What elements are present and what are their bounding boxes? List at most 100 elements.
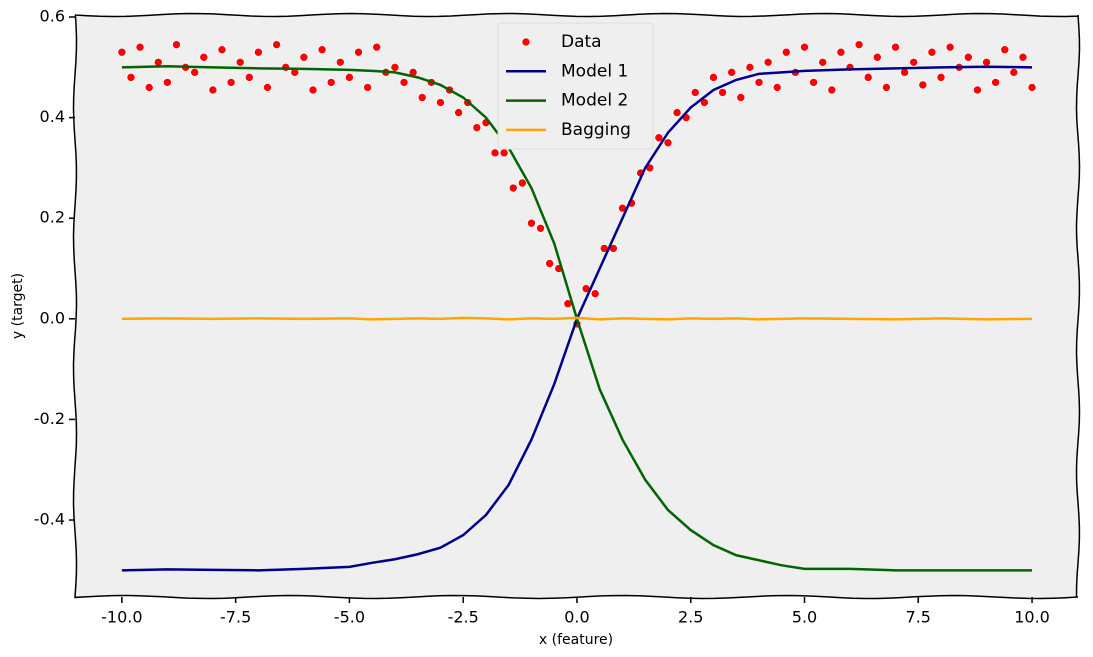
data-point [344,72,355,83]
data-point [1027,82,1037,93]
data-point [726,67,737,78]
data-point [308,85,318,95]
data-point [490,148,500,158]
data-point [390,62,400,73]
legend-label: Data [561,32,602,52]
data-point [199,52,209,62]
line [121,316,1033,321]
data-point [918,80,928,90]
data-point [453,107,464,118]
y-tick-label: 0.6 [40,7,65,26]
data-point [590,288,600,299]
plot-frame [72,12,1081,600]
data-point [881,82,892,93]
x-tick-label: 7.5 [906,608,931,627]
data-point [781,47,791,57]
data-point [909,57,919,67]
data-point [535,223,546,233]
data-point [144,82,154,93]
x-tick-label: 0.0 [564,608,589,627]
data-point [936,72,946,83]
data-point [281,62,291,73]
x-tick-label: -2.5 [448,608,479,627]
data-point [799,42,810,52]
data-point [162,77,173,88]
y-tick-label: -0.2 [34,409,65,428]
data-point [517,178,528,188]
x-tick-label: 2.5 [678,608,703,627]
data-point [1000,45,1010,55]
data-point [1018,52,1028,62]
data-point [362,82,373,93]
data-point [972,85,983,95]
x-tick-label: -10.0 [101,608,142,627]
data-point [736,92,746,103]
data-point [271,39,282,50]
data-point [1009,67,1019,78]
y-tick-label: 0.4 [40,107,65,126]
data-point [808,77,819,88]
data-point [872,52,883,62]
data-point [863,72,873,83]
data-point [472,122,482,133]
legend-box [497,22,654,150]
data-point [135,42,145,52]
data-point [208,85,218,95]
data-point [526,218,537,228]
y-tick-label: 0.2 [40,208,65,227]
data-point [990,77,1001,88]
data-point [126,72,136,83]
data-point [326,77,336,88]
data-point [335,57,346,67]
data-point [945,42,955,52]
x-tick-label: 10.0 [1014,608,1050,627]
data-point [372,42,382,52]
legend-label: Model 1 [561,61,628,81]
x-tick-label: -5.0 [334,608,365,627]
data-point [353,47,364,57]
data-point [827,85,837,95]
data-point [435,97,446,108]
legend-label: Bagging [561,120,631,140]
y-tick-label: -0.4 [34,510,65,529]
data-point [226,77,236,88]
data-point [772,82,782,93]
data-point [654,133,664,143]
data-point [244,72,254,83]
legend-label: Model 2 [561,91,628,111]
data-point [117,47,127,57]
data-point [299,52,309,62]
data-point [836,47,846,57]
data-point [745,62,755,73]
y-axis-label: y (target) [10,273,26,339]
x-tick-label: -7.5 [220,608,251,627]
data-point [171,39,182,50]
x-axis-label: x (feature) [539,632,613,648]
data-point [417,92,427,103]
data-point [763,57,773,67]
x-tick-label: 5.0 [792,608,817,627]
data-point [317,45,327,55]
data-point [262,82,273,93]
data-point [217,45,227,55]
data-point [672,107,682,118]
data-point [927,47,937,57]
data-point [663,138,673,148]
data-point [854,39,864,50]
data-point [235,57,245,67]
data-point [963,52,974,62]
data-point [189,67,200,78]
data-point [817,57,828,67]
data-point [499,148,509,158]
data-point [544,258,555,269]
data-point [890,42,901,52]
legend-swatch [521,37,531,47]
data-point [508,183,518,193]
data-point [708,72,719,83]
y-tick-label: 0.0 [40,308,65,327]
data-point [690,87,700,98]
data-point [717,87,728,98]
data-point [253,47,264,57]
data-point [754,77,764,88]
